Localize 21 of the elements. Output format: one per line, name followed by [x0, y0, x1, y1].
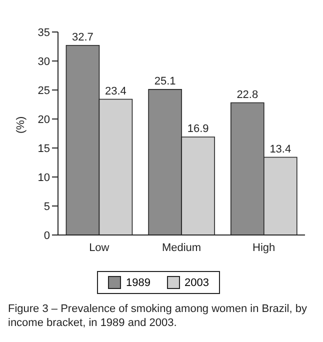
y-tick-label: 10: [38, 172, 50, 184]
data-label: 32.7: [72, 31, 94, 44]
x-tick-label: High: [252, 242, 276, 254]
x-tick-label: Low: [89, 242, 110, 254]
y-tick-label: 20: [38, 114, 50, 126]
data-label: 16.9: [187, 122, 209, 135]
y-tick-label: 0: [44, 230, 50, 242]
data-label: 13.4: [270, 143, 292, 156]
y-tick-label: 35: [38, 26, 50, 39]
x-tick-label: Medium: [162, 242, 202, 254]
caption: Figure 3 – Prevalence of smoking among women in Brazil, by income bracket, in 1989 and 2003.: [8, 302, 308, 330]
legend-label: 2003: [184, 276, 209, 289]
y-tick-label: 5: [44, 200, 50, 213]
y-tick-label: 30: [38, 56, 50, 68]
y-tick-label: 25: [38, 84, 50, 97]
legend-label: 1989: [125, 276, 150, 289]
y-axis-title: (%): [14, 116, 27, 134]
data-label: 23.4: [105, 85, 126, 98]
data-label: 22.8: [236, 88, 258, 101]
y-tick-label: 15: [38, 142, 50, 155]
data-label: 25.1: [154, 75, 176, 88]
